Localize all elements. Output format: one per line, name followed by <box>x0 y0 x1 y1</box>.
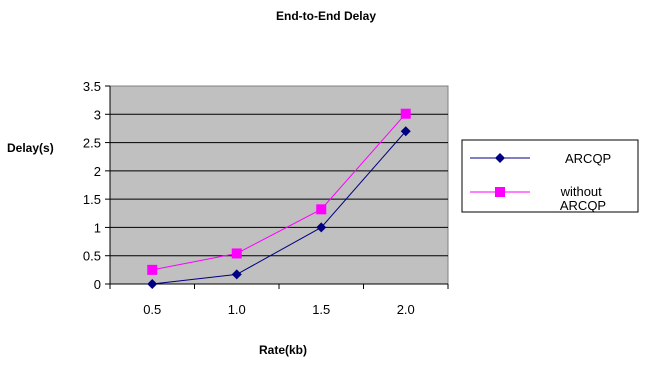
legend: ARCQP without ARCQP <box>461 139 639 213</box>
y-tick-labels: 0 0.5 1 1.5 2 2.5 3 3.5 <box>83 79 101 292</box>
data-point-arcqp <box>231 269 242 280</box>
y-tick-label: 3 <box>94 107 101 122</box>
x-tick-label: 2.0 <box>397 302 415 317</box>
x-tick-labels: 0.5 1.0 1.5 2.0 <box>143 302 415 317</box>
y-tick-label: 1 <box>94 220 101 235</box>
plot-area <box>109 85 449 285</box>
data-point-arcqp <box>400 126 411 137</box>
y-tick-label: 0.5 <box>83 249 101 264</box>
x-tick-label: 1.0 <box>228 302 246 317</box>
series-line-arcqp <box>152 130 407 285</box>
legend-marker-arcqp <box>495 153 505 163</box>
data-point-arcqp <box>147 279 158 289</box>
series-group <box>147 108 411 289</box>
axes <box>105 85 449 289</box>
legend-marker-without-arcqp <box>495 187 505 197</box>
y-tick-label: 0 <box>94 277 101 292</box>
data-point-without-arcqp <box>316 204 327 215</box>
y-axis-label: Delay(s) <box>7 141 54 155</box>
y-tick-label: 2 <box>94 164 101 179</box>
x-tick-label: 1.5 <box>312 302 330 317</box>
series-line-without-arcqp <box>152 113 407 271</box>
data-point-arcqp <box>316 222 327 233</box>
y-tick-label: 3.5 <box>83 79 101 94</box>
gridlines <box>110 113 448 257</box>
data-point-without-arcqp <box>147 264 158 275</box>
legend-label-arcqp: ARCQP <box>565 151 611 166</box>
data-point-without-arcqp <box>400 108 411 119</box>
y-tick-label: 2.5 <box>83 136 101 151</box>
y-tick-label: 1.5 <box>83 192 101 207</box>
x-tick-label: 0.5 <box>143 302 161 317</box>
legend-box <box>461 139 639 213</box>
chart-title: End-to-End Delay <box>276 9 376 23</box>
data-point-without-arcqp <box>231 248 242 259</box>
legend-label-without-arcqp: without ARCQP <box>560 184 607 213</box>
x-axis-label: Rate(kb) <box>259 343 307 357</box>
